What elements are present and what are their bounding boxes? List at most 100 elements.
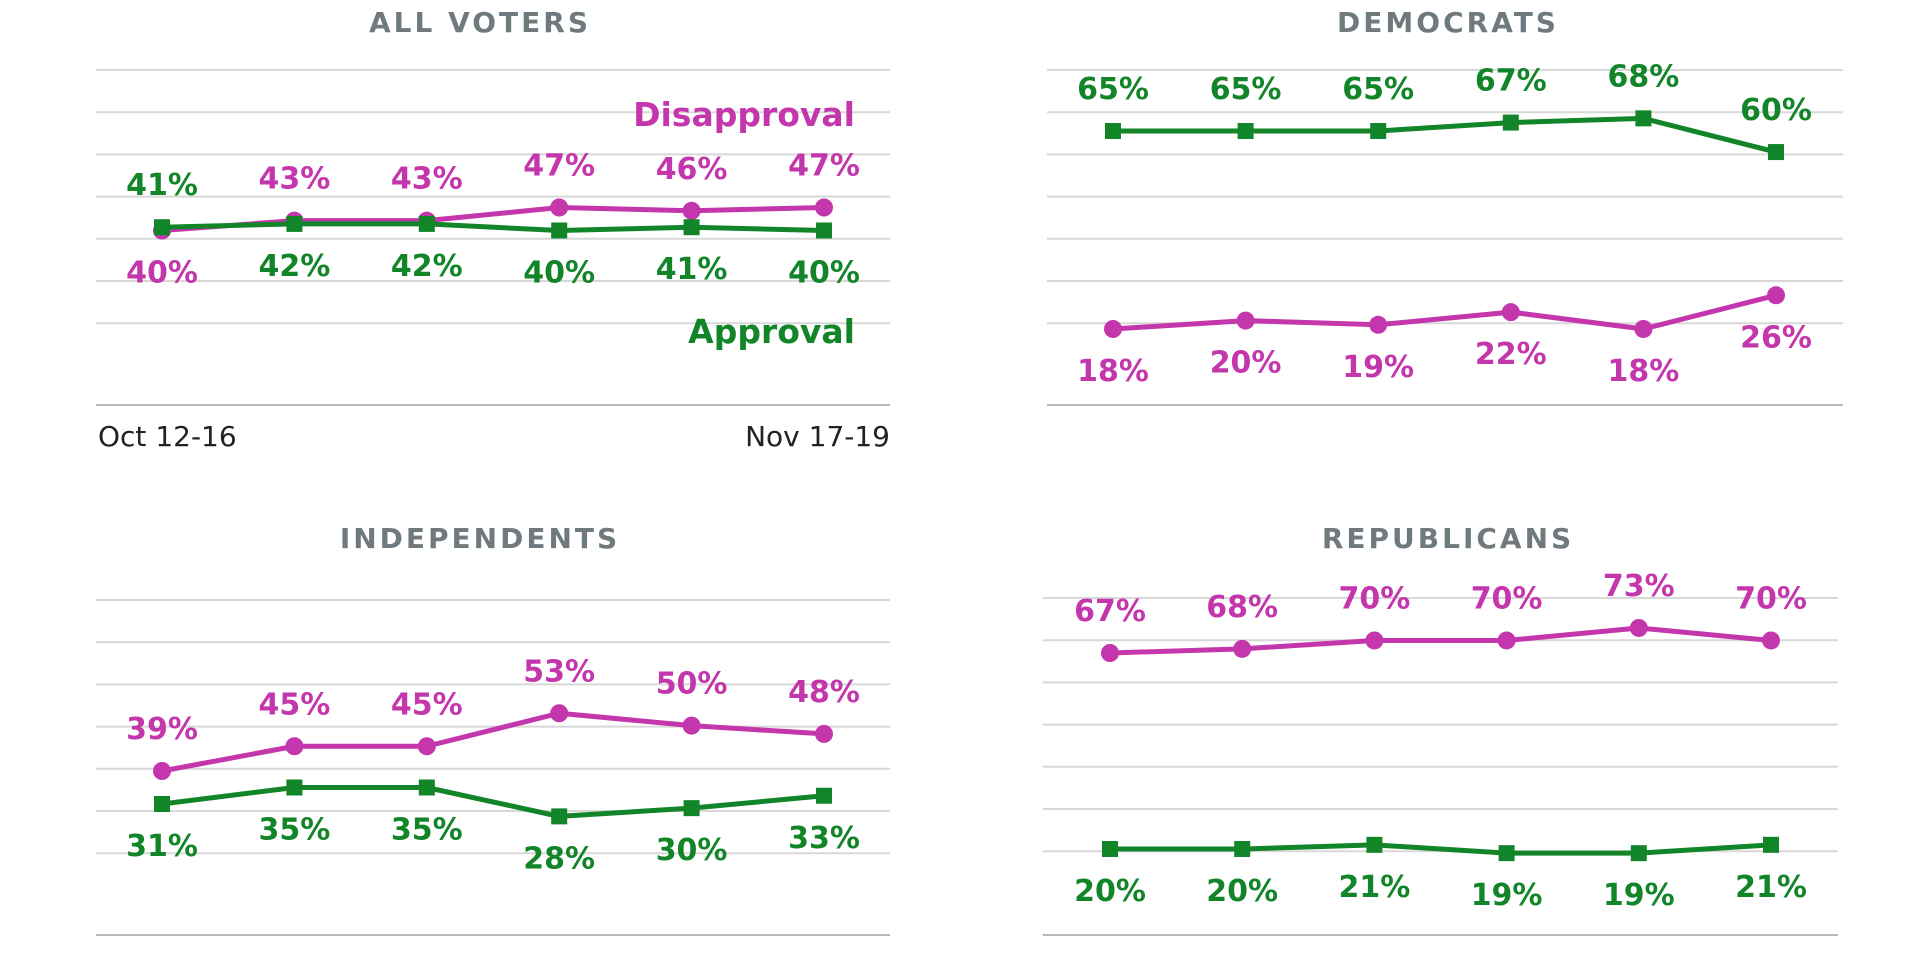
data-point-disapproval <box>1767 286 1785 305</box>
data-point-approval <box>1768 144 1784 161</box>
data-point-approval <box>1105 123 1121 139</box>
data-label: 19% <box>1471 878 1543 913</box>
series-line-disapproval <box>161 710 825 774</box>
data-label: 70% <box>1338 581 1410 616</box>
data-label: 45% <box>391 687 463 722</box>
data-point-disapproval <box>1104 320 1122 338</box>
panel-title: REPUBLICANS <box>1322 522 1574 555</box>
data-point-approval <box>1763 836 1779 853</box>
chart-panel-0: ALL VOTERS 40% 43% 43% 47% 46% 47% 41% 42% 42% 40%… <box>96 6 890 453</box>
data-label: 46% <box>656 152 728 187</box>
data-label: 20% <box>1206 874 1278 909</box>
data-point-approval <box>1635 110 1652 127</box>
data-label: 41% <box>126 168 198 203</box>
data-point-disapproval <box>153 762 171 780</box>
data-label: 19% <box>1603 878 1675 913</box>
data-label: 42% <box>391 249 463 284</box>
x-tick-label: Oct 12-16 <box>98 420 237 453</box>
data-point-disapproval <box>1634 320 1653 338</box>
data-point-approval <box>154 796 170 812</box>
data-point-disapproval <box>1497 631 1516 650</box>
chart-panel-2: INDEPENDENTS 39% 45% 45% 53% 50% 48% 31% 35% 35% 2… <box>96 522 890 936</box>
data-point-disapproval <box>1101 644 1119 662</box>
data-point-disapproval <box>1629 618 1648 637</box>
data-point-approval <box>683 219 700 236</box>
data-label: 67% <box>1074 594 1146 629</box>
data-point-disapproval <box>1233 639 1252 658</box>
data-label: 67% <box>1475 64 1547 99</box>
data-label: 19% <box>1342 350 1414 385</box>
series-line-approval <box>1113 115 1777 155</box>
data-label: 41% <box>656 252 728 287</box>
data-label: 65% <box>1210 72 1282 107</box>
data-point-disapproval <box>417 737 436 756</box>
data-label: 73% <box>1603 569 1675 604</box>
data-point-approval <box>286 779 303 796</box>
data-point-approval <box>1102 841 1118 857</box>
data-label: 60% <box>1740 93 1812 128</box>
data-label: 42% <box>258 249 330 284</box>
data-label: 47% <box>523 149 595 184</box>
data-point-disapproval <box>1369 315 1388 334</box>
data-label: 48% <box>788 675 860 710</box>
series-line-approval <box>161 221 825 233</box>
chart-panel-1: DEMOCRATS 65% 65% 65% 67% 68% 60% 18% 20% 19% 22% 1… <box>1047 6 1843 406</box>
data-label: 21% <box>1735 870 1807 905</box>
data-label: 35% <box>258 813 330 848</box>
data-label: 39% <box>126 712 198 747</box>
data-label: 65% <box>1342 72 1414 107</box>
data-label: 18% <box>1077 354 1149 389</box>
data-label: 30% <box>656 833 728 868</box>
data-point-approval <box>1366 836 1383 853</box>
legend-approval: Approval <box>688 312 855 351</box>
data-point-approval <box>286 215 303 232</box>
data-point-approval <box>1370 123 1387 139</box>
chart-panel-3: REPUBLICANS 67% 68% 70% 70% 73% 70% 20% 20% 21% 19… <box>1043 522 1838 936</box>
data-point-approval <box>418 779 435 796</box>
data-label: 28% <box>523 841 595 876</box>
data-label: 33% <box>788 821 860 856</box>
x-tick-label: Nov 17-19 <box>745 420 890 453</box>
data-point-approval <box>418 215 435 232</box>
data-label: 20% <box>1074 874 1146 909</box>
data-label: 35% <box>391 813 463 848</box>
data-label: 22% <box>1475 337 1547 372</box>
data-point-approval <box>154 219 170 236</box>
panel-title: DEMOCRATS <box>1337 6 1559 39</box>
data-point-approval <box>551 808 568 825</box>
data-point-disapproval <box>1501 303 1520 322</box>
data-label: 65% <box>1077 72 1149 107</box>
data-label: 43% <box>391 162 463 197</box>
data-label: 43% <box>258 162 330 197</box>
data-label: 20% <box>1210 346 1282 381</box>
data-label: 68% <box>1206 590 1278 625</box>
data-point-approval <box>1498 845 1515 862</box>
data-point-approval <box>816 222 832 239</box>
data-label: 47% <box>788 149 860 184</box>
data-point-approval <box>1630 845 1647 862</box>
data-label: 18% <box>1607 354 1679 389</box>
data-label: 50% <box>656 667 728 702</box>
data-label: 45% <box>258 687 330 722</box>
data-point-approval <box>683 800 700 817</box>
data-point-disapproval <box>1365 631 1384 650</box>
data-point-disapproval <box>550 704 569 723</box>
data-point-disapproval <box>1236 311 1255 330</box>
data-point-approval <box>816 787 832 804</box>
data-label: 70% <box>1735 581 1807 616</box>
data-point-approval <box>1234 841 1251 857</box>
data-point-disapproval <box>550 198 569 217</box>
data-point-disapproval <box>1762 631 1780 650</box>
data-label: 40% <box>523 256 595 291</box>
data-label: 68% <box>1607 59 1679 94</box>
data-point-approval <box>551 222 568 239</box>
data-label: 31% <box>126 829 198 864</box>
data-label: 40% <box>788 256 860 291</box>
series-line-disapproval <box>1109 625 1772 656</box>
data-point-disapproval <box>682 716 701 735</box>
data-label: 26% <box>1740 320 1812 355</box>
data-point-approval <box>1502 114 1519 131</box>
data-label: 53% <box>523 654 595 689</box>
data-point-disapproval <box>285 737 304 756</box>
